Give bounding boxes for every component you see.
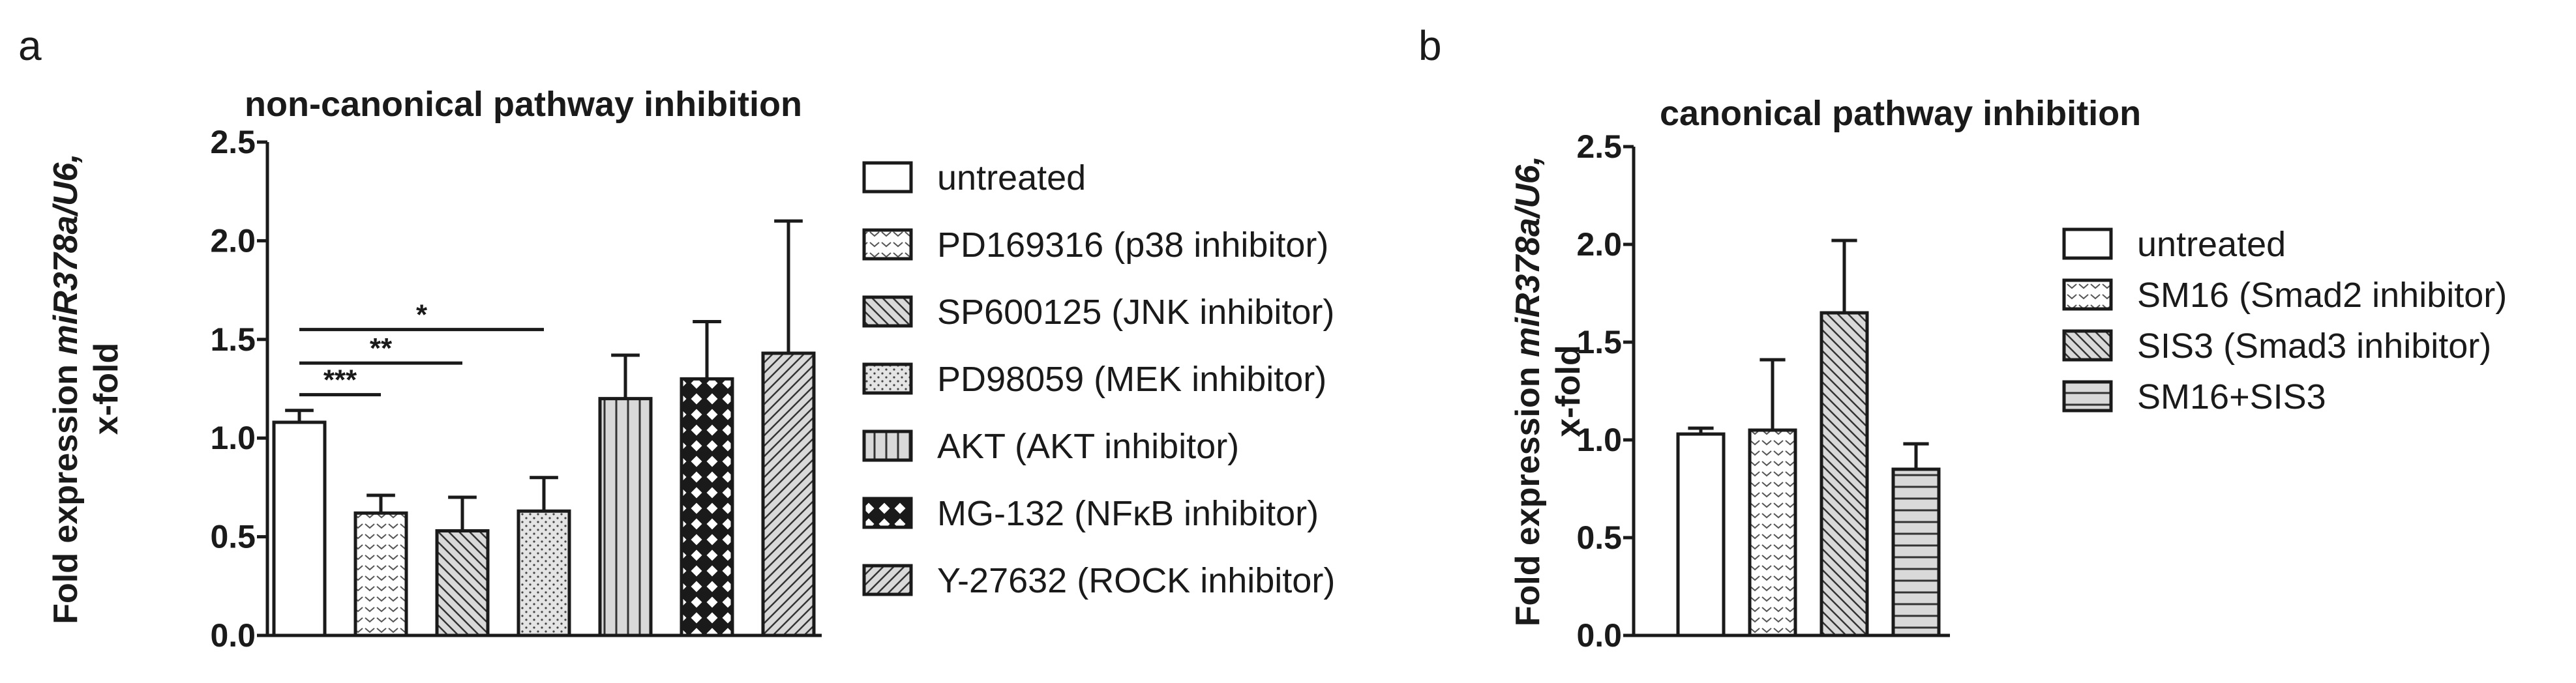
legend-swatch	[862, 497, 913, 529]
bar	[1676, 432, 1726, 637]
y-axis-label-line2: x-fold	[1550, 345, 1587, 437]
panel-b: b canonical pathway inhibition Fold expres…	[1418, 22, 2507, 654]
legend-swatch	[2062, 329, 2113, 362]
y-tick-label: 1.5	[1576, 324, 1622, 360]
bar	[1891, 467, 1941, 637]
legend-swatch	[2062, 227, 2113, 260]
legend-label: SM16+SIS3	[2137, 377, 2326, 416]
panel-label: a	[18, 22, 42, 69]
legend-swatch	[862, 429, 913, 462]
y-axis-label-line2: x-fold	[87, 343, 125, 435]
bar	[517, 509, 571, 637]
legend-label: untreated	[937, 158, 1086, 197]
legend-swatch	[862, 362, 913, 395]
legend-label: MG-132 (NFκB inhibitor)	[937, 494, 1319, 533]
legend-label: AKT (AKT inhibitor)	[937, 427, 1239, 466]
significance-label: *	[416, 299, 428, 331]
legend-swatch	[862, 564, 913, 596]
y-tick-label: 0.5	[1576, 519, 1622, 556]
y-tick-label: 1.0	[1576, 422, 1622, 458]
legend-label: untreated	[2137, 225, 2286, 264]
legend-swatch	[862, 161, 913, 194]
legend-swatch	[862, 228, 913, 261]
bar	[1748, 428, 1797, 637]
legend-swatch	[2062, 278, 2113, 311]
y-tick-label: 1.0	[210, 420, 256, 456]
y-axis-label-italic: miR378a/U6,	[1509, 156, 1547, 357]
legend-label: Y-27632 (ROCK inhibitor)	[937, 561, 1335, 600]
y-axis-label: Fold expression miR378a/U6,	[47, 153, 85, 624]
panel-a: a non-canonical pathway inhibition Fold ex…	[18, 22, 1335, 654]
bar	[761, 351, 816, 637]
bar	[353, 511, 408, 637]
y-axis-label-plain: Fold expression	[1509, 357, 1547, 626]
bar	[1820, 311, 1869, 637]
legend-label: SIS3 (Smad3 inhibitor)	[2137, 327, 2491, 366]
legend-label: PD169316 (p38 inhibitor)	[937, 225, 1328, 265]
y-tick-label: 2.0	[1576, 226, 1622, 263]
significance-label: ***	[323, 364, 357, 396]
significance-label: **	[370, 332, 393, 364]
y-tick-label: 2.5	[1576, 128, 1622, 165]
legend-swatch	[862, 295, 913, 328]
y-tick-label: 0.5	[210, 519, 256, 555]
bar	[435, 529, 490, 637]
chart-title: canonical pathway inhibition	[1660, 94, 2141, 133]
y-tick-label: 2.0	[210, 222, 256, 259]
y-tick-label: 1.5	[210, 321, 256, 358]
legend-label: SM16 (Smad2 inhibitor)	[2137, 276, 2507, 315]
bar	[272, 420, 327, 637]
y-axis-label-italic: miR378a/U6,	[47, 153, 85, 355]
y-axis-label: Fold expression miR378a/U6,	[1509, 156, 1547, 627]
legend-swatch	[2062, 380, 2113, 413]
legend-label: PD98059 (MEK inhibitor)	[937, 360, 1326, 399]
legend-label: SP600125 (JNK inhibitor)	[937, 293, 1334, 332]
y-tick-label: 0.0	[210, 617, 256, 654]
y-tick-label: 2.5	[210, 124, 256, 160]
chart-title: non-canonical pathway inhibition	[245, 85, 802, 124]
bar	[680, 377, 734, 637]
y-tick-label: 0.0	[1576, 617, 1622, 654]
bar	[598, 397, 653, 637]
y-axis-label-plain: Fold expression	[47, 355, 85, 624]
panel-label: b	[1418, 22, 1442, 69]
